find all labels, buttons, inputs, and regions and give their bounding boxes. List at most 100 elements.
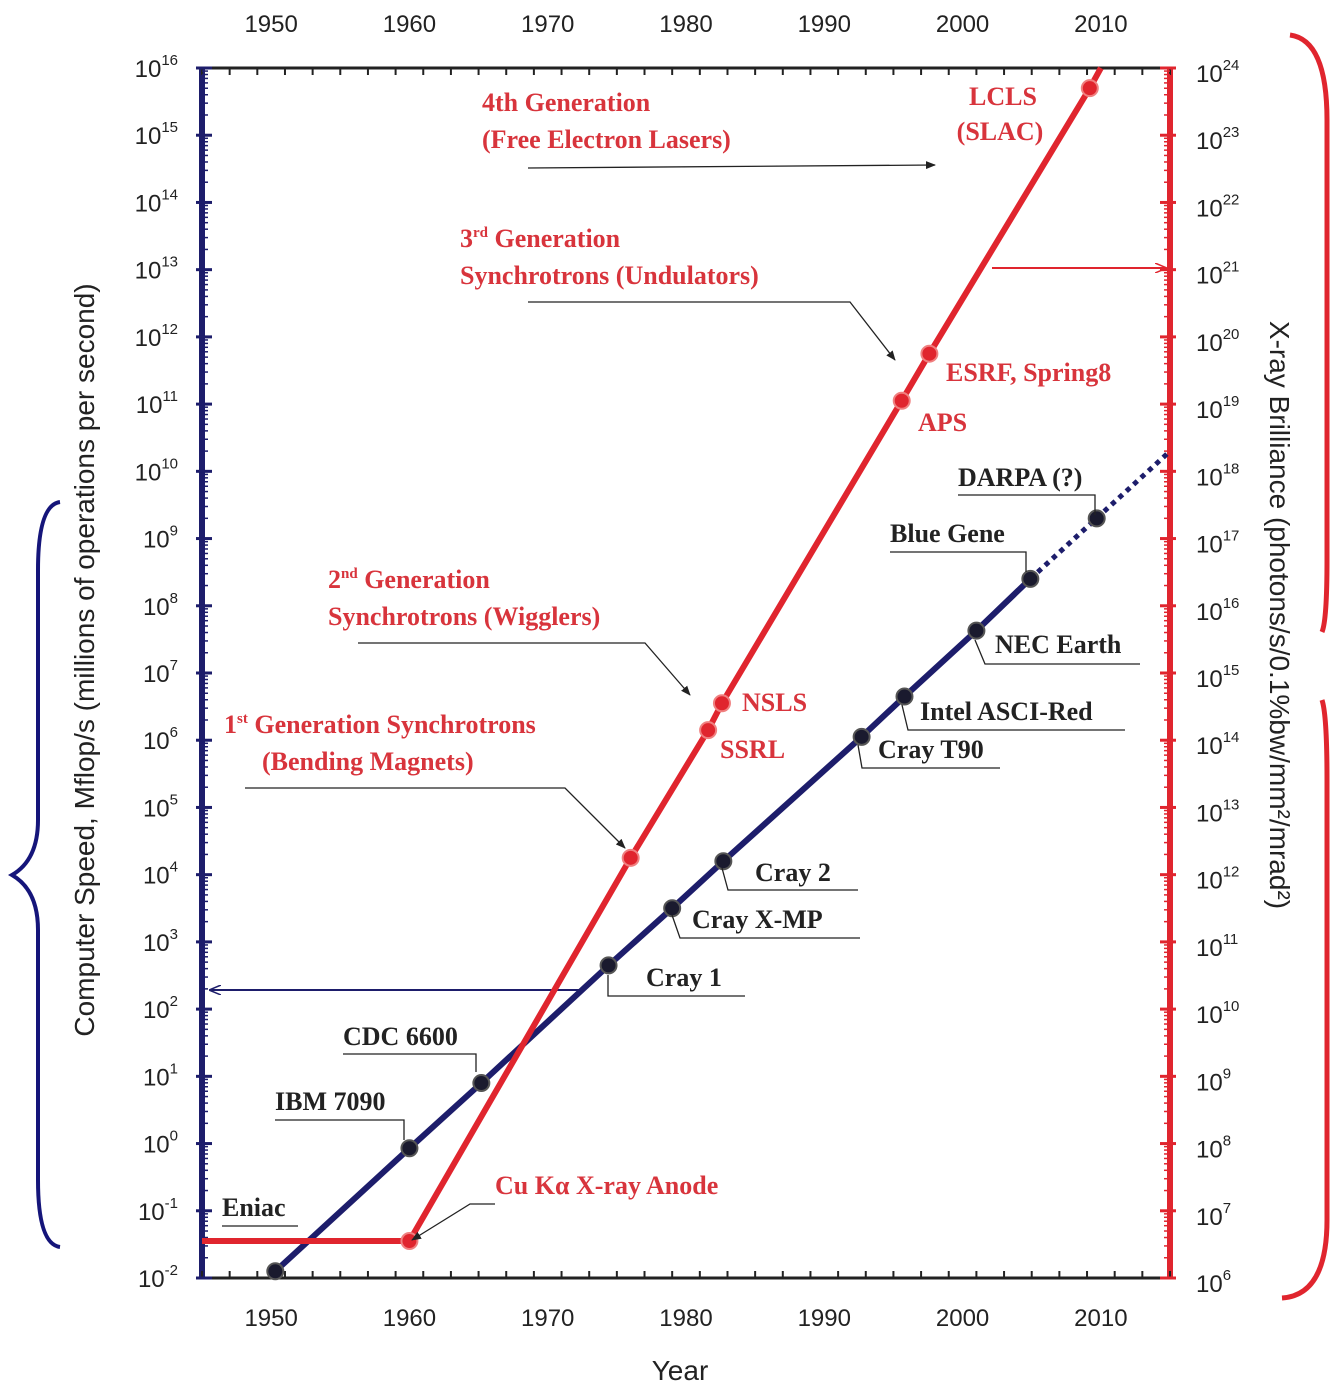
xray-point	[1080, 79, 1099, 98]
computer-label: Cray T90	[878, 735, 984, 764]
xray-source-label: ESRF, Spring8	[946, 358, 1111, 387]
left-y-tick-label: 10-1	[138, 1195, 178, 1226]
left-y-tick-label: 1016	[135, 52, 178, 83]
x-tick-label-bottom: 1990	[798, 1305, 851, 1332]
generation-label-line2: (Bending Magnets)	[262, 747, 474, 776]
computer-label-leader	[901, 704, 1125, 731]
computers-line	[273, 576, 1033, 1274]
xray-point	[712, 694, 731, 713]
xray-point	[699, 721, 718, 740]
xray-point	[892, 391, 911, 410]
generation-label-line2: Synchrotrons (Undulators)	[460, 261, 759, 290]
right-bracket-lower	[1281, 699, 1330, 1301]
xray-source-label: Cu Kα X-ray Anode	[495, 1171, 718, 1200]
right-y-tick-label: 1021	[1196, 259, 1239, 290]
computer-point	[663, 899, 682, 918]
generation-label-line2: (Free Electron Lasers)	[482, 125, 731, 154]
xray-source-label: NSLS	[742, 688, 807, 717]
computer-label: Cray X-MP	[692, 905, 823, 934]
left-y-tick-label: 108	[143, 590, 178, 621]
xray-point	[920, 344, 939, 363]
computer-label: Eniac	[222, 1193, 286, 1222]
computer-label: Cray 1	[646, 963, 722, 992]
computer-point	[1087, 509, 1106, 528]
xray-source-label: SSRL	[720, 735, 785, 764]
x-tick-label-top: 1990	[798, 11, 851, 38]
left-y-tick-label: 1015	[135, 119, 178, 150]
series-xray-sources	[202, 66, 1104, 1251]
computer-label: Intel ASCI-Red	[920, 697, 1093, 726]
x-axis-title: Year	[652, 1355, 709, 1386]
computer-label: Blue Gene	[890, 519, 1005, 548]
computer-point	[472, 1074, 491, 1093]
x-tick-label-bottom: 1950	[244, 1305, 297, 1332]
computer-label-leader	[607, 975, 745, 997]
left-y-tick-label: 103	[143, 926, 178, 957]
x-tick-label-top: 1960	[383, 11, 436, 38]
right-y-tick-label: 1020	[1196, 326, 1239, 357]
x-tick-label-top: 2000	[936, 11, 989, 38]
right-y-tick-label: 1011	[1196, 931, 1238, 962]
left-y-tick-label: 1012	[135, 321, 178, 352]
computer-point	[967, 621, 986, 640]
left-y-tick-label: 101	[143, 1060, 178, 1091]
right-y-tick-label: 1012	[1196, 864, 1239, 895]
generation-label-leader	[245, 787, 626, 849]
right-y-tick-label: 1017	[1196, 528, 1239, 559]
xray-point	[400, 1232, 419, 1251]
right-y-axis-title: X-ray Brilliance (photons/s/0.1%bw/mm²/m…	[1264, 321, 1295, 909]
right-y-tick-label: 106	[1196, 1267, 1231, 1298]
computer-label-leader	[721, 867, 858, 891]
x-tick-label-top: 2010	[1074, 11, 1127, 38]
x-tick-label-top: 1980	[659, 11, 712, 38]
left-y-tick-label: 1010	[135, 455, 178, 486]
left-y-axis: 10-2 10-1 100 101 102 103 104 105 106 107 108 109 10…	[135, 52, 212, 1293]
series-computers	[266, 449, 1172, 1281]
computer-label-leader	[275, 1119, 405, 1140]
computer-label-leader	[343, 1053, 477, 1072]
computer-label: IBM 7090	[275, 1087, 386, 1116]
computer-label-leader	[671, 914, 860, 939]
right-y-tick-label: 1024	[1196, 57, 1239, 88]
x-axis: 1950 1950 1960 1960 1970 1970 1980 1980 1990 1990…	[201, 11, 1171, 1332]
right-y-tick-label: 1016	[1196, 595, 1239, 626]
anode-leader	[411, 1203, 495, 1241]
right-y-axis: 106 107 108 109 1010 1011 1012 1013 1014 1015 1016…	[1160, 57, 1239, 1298]
annotations: Eniac IBM 7090 CDC 6600 Cray 1 Cray X-MP Cray…	[222, 82, 1140, 1241]
right-y-tick-label: 1010	[1196, 998, 1239, 1029]
generation-label-leader	[528, 301, 896, 361]
right-y-tick-label: 108	[1196, 1133, 1231, 1164]
left-y-tick-label: 1011	[136, 388, 178, 419]
computer-label-leader	[857, 744, 1000, 769]
left-y-tick-label: 102	[143, 993, 178, 1024]
right-y-tick-label: 1019	[1196, 393, 1239, 424]
right-y-tick-label: 109	[1196, 1065, 1231, 1096]
lcls-label-line2: (SLAC)	[957, 117, 1044, 146]
xray-source-label: APS	[918, 408, 967, 437]
computer-point	[895, 687, 914, 706]
computer-point	[852, 727, 871, 746]
generation-label-leader	[358, 642, 691, 696]
x-tick-label-bottom: 2000	[936, 1305, 989, 1332]
left-y-tick-label: 100	[143, 1128, 178, 1159]
computer-point	[266, 1262, 285, 1281]
generation-label-leader	[527, 161, 936, 170]
right-y-tick-label: 1018	[1196, 460, 1239, 491]
right-y-tick-label: 107	[1196, 1200, 1231, 1231]
left-y-tick-label: 104	[143, 859, 178, 890]
right-y-tick-label: 1022	[1196, 191, 1239, 222]
xray-point	[621, 848, 640, 867]
computer-label: NEC Earth	[995, 630, 1122, 659]
x-tick-label-bottom: 2010	[1074, 1305, 1127, 1332]
right-bracket-upper	[1289, 32, 1330, 633]
left-brace	[8, 500, 61, 1249]
computer-label: Cray 2	[755, 858, 831, 887]
generation-label-line1: 3rd Generation	[460, 224, 621, 253]
x-tick-label-bottom: 1960	[383, 1305, 436, 1332]
lcls-label-line1: LCLS	[969, 82, 1037, 111]
left-y-tick-label: 1014	[135, 186, 178, 217]
left-y-axis-title: Computer Speed, Mflop/s (millions of ope…	[69, 283, 100, 1036]
left-y-tick-label: 1013	[135, 254, 178, 285]
right-y-tick-label: 1023	[1196, 124, 1239, 155]
